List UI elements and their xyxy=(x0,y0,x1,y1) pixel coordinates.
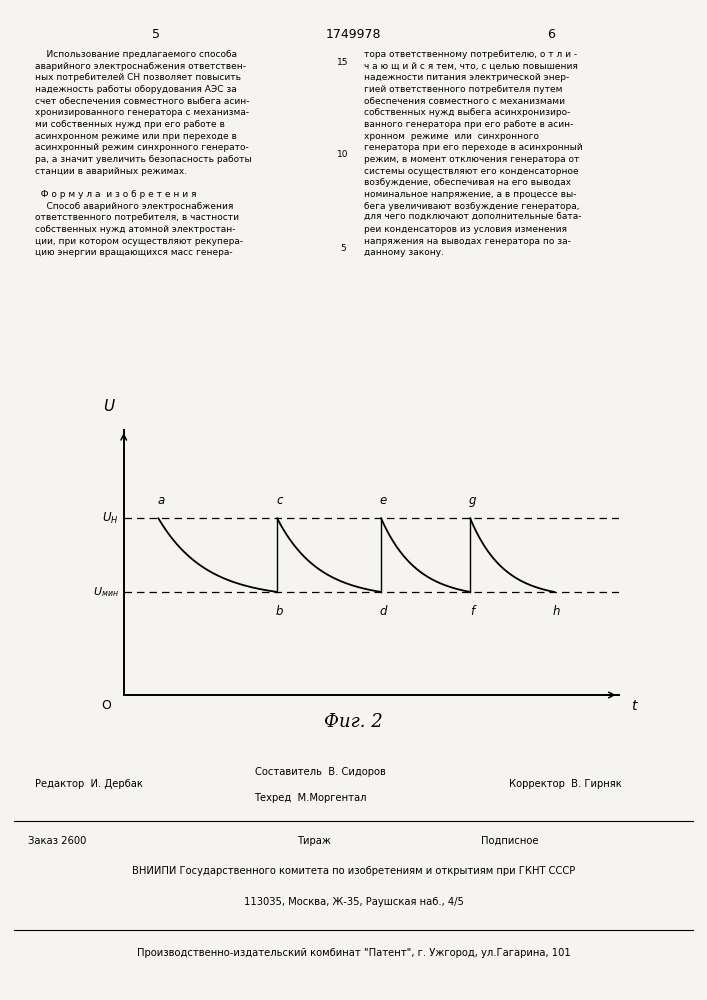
Text: t: t xyxy=(631,699,636,713)
Text: Производственно-издательский комбинат "Патент", г. Ужгород, ул.Гагарина, 101: Производственно-издательский комбинат "П… xyxy=(136,948,571,958)
Text: 6: 6 xyxy=(547,27,556,40)
Text: 5: 5 xyxy=(340,244,346,253)
Text: 113035, Москва, Ж-35, Раушская наб., 4/5: 113035, Москва, Ж-35, Раушская наб., 4/5 xyxy=(244,897,463,907)
Text: Техред  М.Моргентал: Техред М.Моргентал xyxy=(255,793,367,803)
Text: O: O xyxy=(102,699,111,712)
Text: d: d xyxy=(380,605,387,618)
Text: a: a xyxy=(157,494,165,507)
Text: Использование предлагаемого способа
аварийного электроснабжения ответствен-
ных : Использование предлагаемого способа авар… xyxy=(35,50,252,257)
Text: 5: 5 xyxy=(151,27,160,40)
Text: ВНИИПИ Государственного комитета по изобретениям и открытиям при ГКНТ СССР: ВНИИПИ Государственного комитета по изоб… xyxy=(132,866,575,876)
Text: 15: 15 xyxy=(337,58,349,67)
Text: Заказ 2600: Заказ 2600 xyxy=(28,836,87,846)
Text: $U_{мин}$: $U_{мин}$ xyxy=(93,585,119,599)
Text: g: g xyxy=(469,494,477,507)
Text: Тираж: Тираж xyxy=(297,836,331,846)
Text: Фиг. 2: Фиг. 2 xyxy=(324,713,383,731)
Text: Составитель  В. Сидоров: Составитель В. Сидоров xyxy=(255,767,385,777)
Text: U: U xyxy=(103,399,115,414)
Text: $U_H$: $U_H$ xyxy=(103,511,119,526)
Text: c: c xyxy=(276,494,283,507)
Text: Редактор  И. Дербак: Редактор И. Дербак xyxy=(35,779,144,789)
Text: e: e xyxy=(380,494,387,507)
Text: Подписное: Подписное xyxy=(481,836,538,846)
Text: 1749978: 1749978 xyxy=(326,27,381,40)
Text: Корректор  В. Гирняк: Корректор В. Гирняк xyxy=(509,779,621,789)
Text: b: b xyxy=(276,605,284,618)
Text: тора ответственному потребителю, о т л и -
ч а ю щ и й с я тем, что, с целью пов: тора ответственному потребителю, о т л и… xyxy=(364,50,583,257)
Text: 10: 10 xyxy=(337,150,349,159)
Text: h: h xyxy=(553,605,561,618)
Text: f: f xyxy=(471,605,474,618)
